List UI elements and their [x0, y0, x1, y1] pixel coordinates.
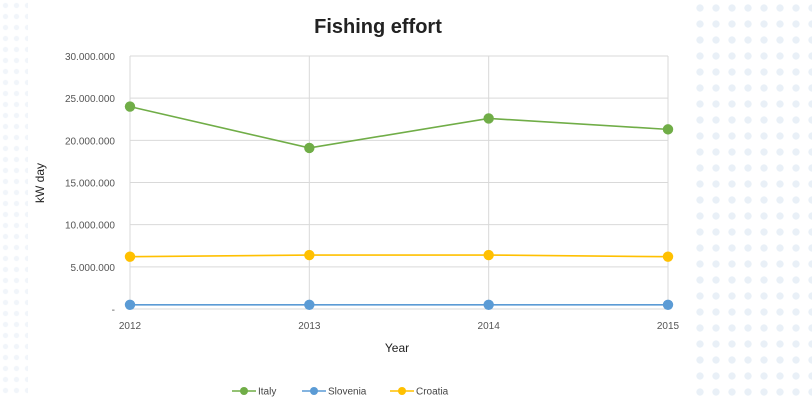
data-point: [304, 299, 315, 310]
data-point: [483, 113, 494, 124]
legend-label: Italy: [258, 387, 276, 398]
legend-item-italy: Italy: [232, 387, 276, 398]
y-tick-label: -: [112, 305, 115, 316]
data-point: [483, 249, 494, 261]
x-tick-label: 2013: [298, 321, 321, 332]
background-dot-pattern: [692, 0, 812, 398]
legend-swatch-marker: [310, 387, 318, 395]
data-point: [483, 299, 494, 310]
legend-label: Slovenia: [328, 387, 367, 398]
x-tick-label: 2012: [119, 321, 142, 332]
series-slovenia: [124, 299, 674, 310]
series-line: [129, 105, 669, 149]
y-tick-label: 5.000.000: [71, 263, 116, 274]
x-tick-label: 2015: [657, 321, 680, 332]
legend-swatch-marker: [240, 387, 248, 395]
chart-title: Fishing effort: [314, 16, 442, 38]
y-tick-label: 30.000.000: [65, 52, 115, 63]
data-point: [662, 251, 674, 262]
legend-swatch-marker: [398, 387, 406, 395]
data-point: [662, 124, 674, 135]
series-line: [129, 254, 669, 258]
legend: Italy Slovenia Croatia: [232, 387, 449, 398]
series-italy: [124, 101, 674, 154]
legend-item-slovenia: Slovenia: [302, 387, 367, 398]
x-tick-label: 2014: [478, 321, 501, 332]
y-tick-label: 20.000.000: [65, 136, 115, 147]
data-point: [124, 101, 136, 112]
y-tick-label: 15.000.000: [65, 179, 115, 190]
x-axis-label: Year: [385, 341, 409, 355]
data-point: [124, 251, 136, 262]
gridlines: [129, 55, 669, 310]
legend-item-croatia: Croatia: [390, 387, 449, 398]
y-axis-label: kW day: [33, 163, 47, 203]
background-dot-pattern-left: [0, 0, 28, 398]
y-tick-label: 25.000.000: [65, 94, 115, 105]
data-point: [662, 299, 674, 310]
data-point: [124, 299, 136, 310]
legend-label: Croatia: [416, 387, 449, 398]
x-tick-labels: 2012 2013 2014 2015: [119, 321, 680, 332]
y-tick-labels: - 5.000.000 10.000.000 15.000.000 20.000.000…: [65, 52, 115, 316]
data-point: [304, 249, 315, 261]
y-tick-label: 10.000.000: [65, 221, 115, 232]
data-point: [304, 142, 315, 154]
series-lines: [124, 101, 674, 310]
series-croatia: [124, 249, 674, 262]
